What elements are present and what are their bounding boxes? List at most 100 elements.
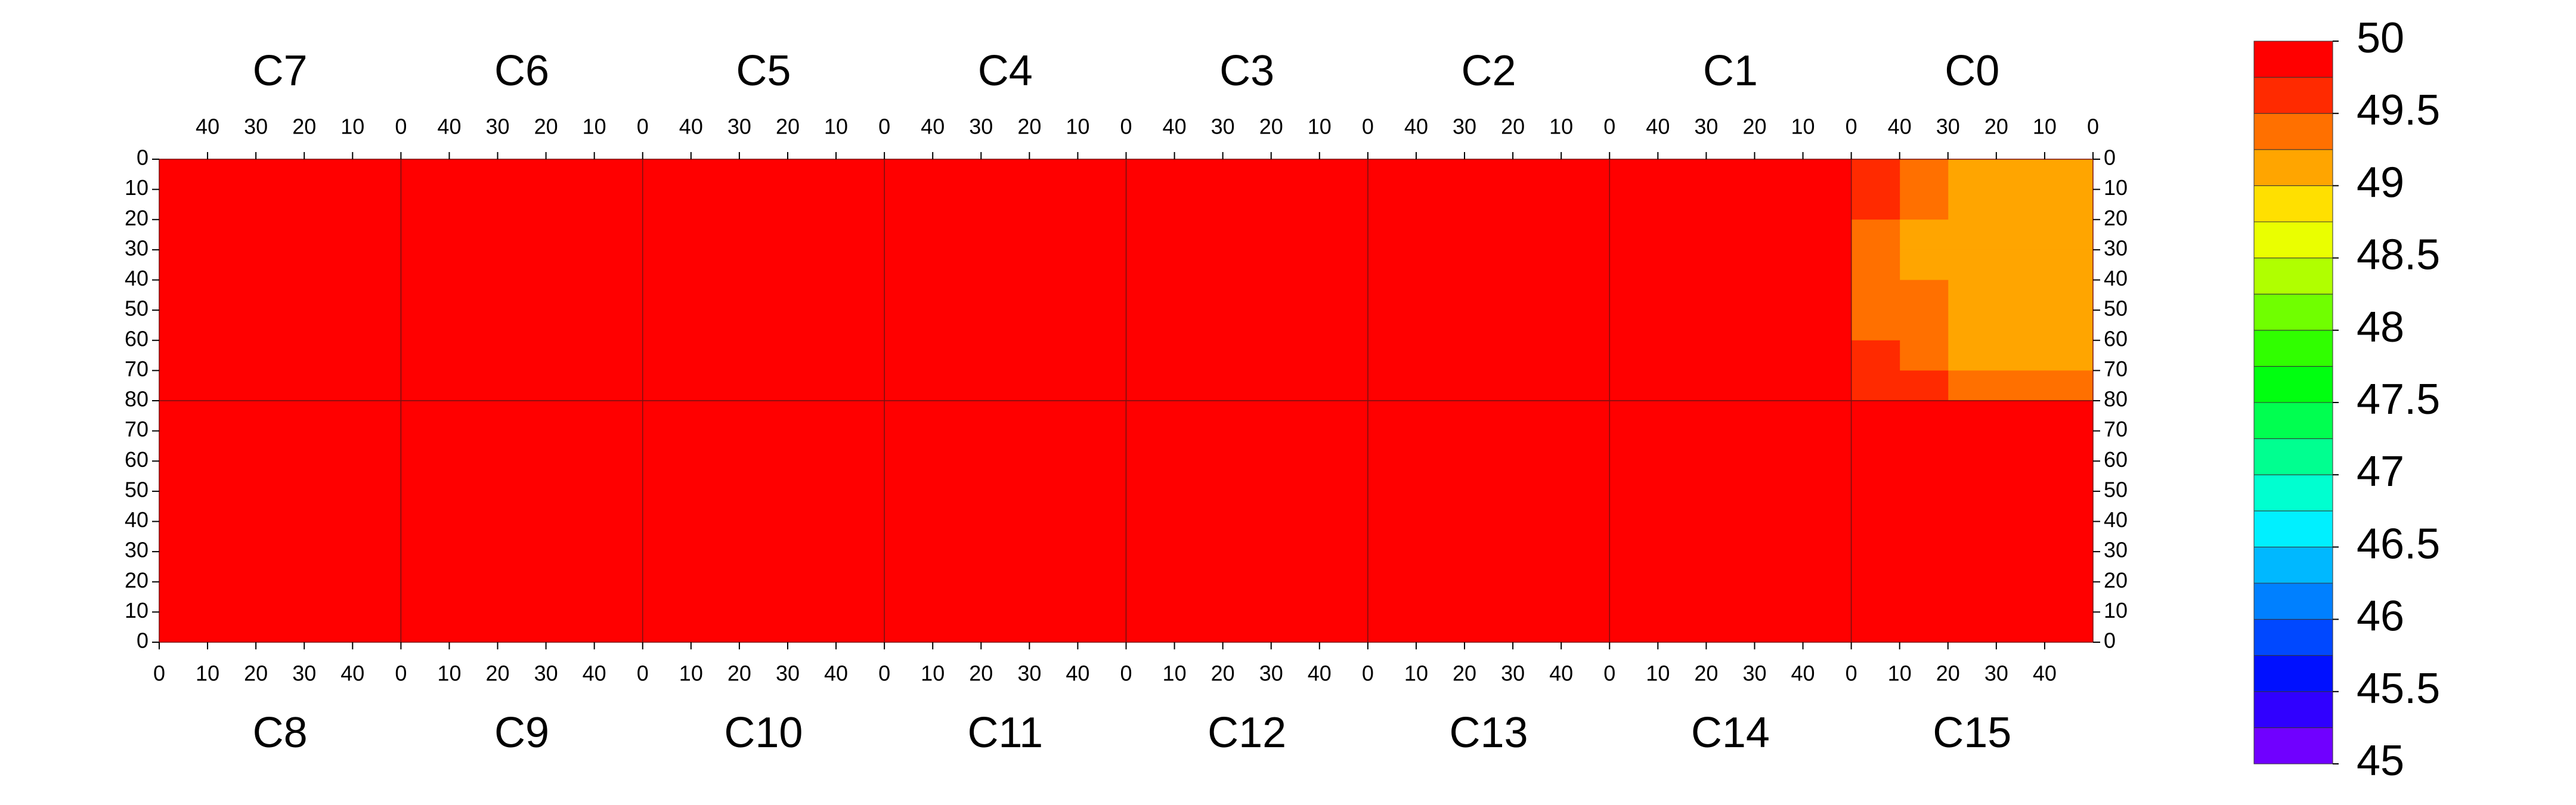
heat-cell — [594, 340, 643, 371]
heat-cell — [1996, 491, 2045, 522]
heat-cell — [449, 310, 499, 341]
heat-cell — [208, 612, 256, 643]
heat-cell — [449, 189, 499, 220]
heat-cell — [159, 552, 208, 583]
heat-cell — [1803, 431, 1852, 462]
heat-cell — [1561, 370, 1610, 401]
heat-cell — [981, 431, 1030, 462]
heat-cell — [1319, 431, 1368, 462]
heat-cell — [1948, 370, 1997, 401]
heat-cell — [1803, 340, 1852, 371]
x-tick-label: 20 — [727, 661, 751, 686]
heat-cell — [497, 552, 547, 583]
heat-cell — [1126, 249, 1175, 280]
heat-cell — [1706, 431, 1755, 462]
heat-cell — [884, 491, 933, 522]
heat-cell — [1416, 249, 1465, 280]
heat-cell — [594, 219, 643, 250]
heat-cell — [546, 189, 595, 220]
heat-cell — [497, 431, 547, 462]
heat-cell — [836, 370, 885, 401]
heat-cell — [1416, 370, 1465, 401]
heat-cell — [1367, 612, 1417, 643]
heat-cell — [352, 521, 401, 552]
x-tick-label: 40 — [921, 114, 945, 139]
x-tick-label: 30 — [1936, 114, 1960, 139]
heat-cell — [1754, 340, 1804, 371]
heat-cell — [1319, 219, 1368, 250]
heat-cell — [401, 401, 450, 432]
heat-cell — [1899, 521, 1949, 552]
colorbar-band — [2253, 474, 2333, 512]
heat-cell — [787, 280, 837, 311]
heat-cell — [1126, 280, 1175, 311]
heat-cell — [1465, 249, 1513, 280]
heat-cell — [981, 461, 1030, 492]
heat-cell — [1367, 280, 1417, 311]
y-tick-label: 30 — [2104, 538, 2128, 562]
heat-cell — [836, 431, 885, 462]
heat-cell — [981, 370, 1030, 401]
heat-cell — [594, 280, 643, 311]
x-tick-label: 10 — [1888, 661, 1912, 686]
heat-cell — [1706, 521, 1755, 552]
heat-cell — [2044, 189, 2094, 220]
y-tick-label: 50 — [125, 296, 148, 321]
heat-cell — [642, 280, 692, 311]
heat-cell — [497, 310, 547, 341]
heat-cell — [1803, 612, 1852, 643]
heat-cell — [1996, 249, 2045, 280]
heat-cell — [1174, 159, 1224, 190]
chip-label: C9 — [494, 709, 549, 757]
heat-cell — [352, 189, 401, 220]
heat-cell — [884, 340, 933, 371]
heat-cell — [1416, 340, 1465, 371]
heat-cell — [1658, 370, 1707, 401]
heat-cell — [981, 280, 1030, 311]
heat-cell — [449, 612, 499, 643]
x-tick-label: 0 — [1120, 114, 1132, 139]
x-tick-label: 0 — [1603, 114, 1615, 139]
heat-cell — [1271, 461, 1320, 492]
y-tick-label: 60 — [2104, 326, 2128, 351]
heat-cell — [304, 461, 353, 492]
heat-cell — [1465, 612, 1513, 643]
heat-cell — [836, 401, 885, 432]
heat-cell — [352, 401, 401, 432]
heat-cell — [787, 249, 837, 280]
heat-cell — [352, 159, 401, 190]
heat-cell — [691, 521, 740, 552]
heat-cell — [691, 581, 740, 612]
heat-cell — [1948, 612, 1997, 643]
heat-cell — [1416, 401, 1465, 432]
heat-cell — [304, 521, 353, 552]
heat-cell — [159, 491, 208, 522]
heat-cell — [1609, 581, 1658, 612]
heat-cell — [401, 280, 450, 311]
x-tick-label: 20 — [292, 114, 316, 139]
heat-cell — [1029, 370, 1078, 401]
x-tick-label: 0 — [1603, 661, 1615, 686]
x-tick-label: 20 — [486, 661, 510, 686]
heat-cell — [208, 249, 256, 280]
heat-cell — [1465, 310, 1513, 341]
heat-cell — [449, 491, 499, 522]
heat-cell — [739, 249, 788, 280]
heat-cell — [1561, 280, 1610, 311]
heat-cell — [836, 581, 885, 612]
heat-cell — [1465, 461, 1513, 492]
colorbar-band — [2253, 41, 2333, 78]
x-tick-label: 40 — [1646, 114, 1670, 139]
heat-cell — [1851, 491, 1900, 522]
heat-cell — [933, 461, 982, 492]
heat-cell — [546, 280, 595, 311]
heat-cell — [691, 189, 740, 220]
heat-cell — [594, 491, 643, 522]
heat-cell — [449, 461, 499, 492]
heat-cell — [497, 612, 547, 643]
heat-cell — [739, 340, 788, 371]
heat-cell — [884, 612, 933, 643]
heat-cell — [2044, 280, 2094, 311]
heat-cell — [1029, 491, 1078, 522]
heat-cell — [1222, 552, 1272, 583]
